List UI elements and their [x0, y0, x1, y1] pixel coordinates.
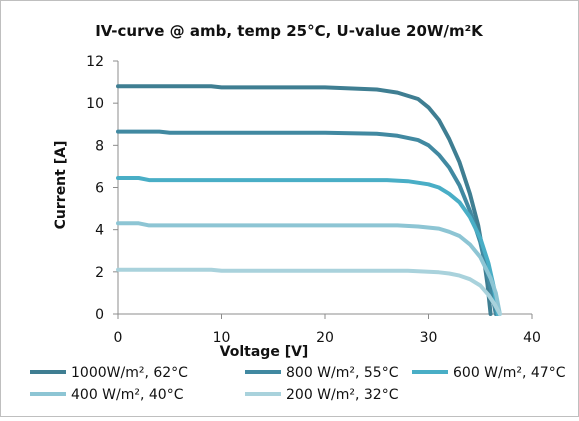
y-tick-label: 10: [86, 96, 104, 112]
series-line-5: [116, 267, 502, 316]
series-line-3: [116, 176, 500, 316]
y-tick-label: 0: [95, 307, 104, 323]
x-tick-label: 10: [213, 330, 231, 346]
y-tick-label: 8: [95, 138, 104, 154]
x-tick-label: 40: [523, 330, 541, 346]
y-tick-label: 12: [86, 54, 104, 70]
legend-label-1: 1000W/m², 62°C: [71, 365, 188, 381]
y-axis-label: Current [A]: [53, 141, 69, 230]
x-tick-label: 20: [316, 330, 334, 346]
x-tick-label: 30: [420, 330, 438, 346]
y-tick-label: 4: [95, 223, 104, 239]
series-line-1: [116, 84, 493, 316]
legend-label-3: 600 W/m², 47°C: [453, 365, 566, 381]
chart-title: IV-curve @ amb, temp 25°C, U-value 20W/m…: [95, 22, 484, 40]
x-tick-label: 0: [114, 330, 123, 346]
series-layer: [116, 84, 502, 316]
y-tick-label: 6: [95, 181, 104, 197]
legend-label-4: 400 W/m², 40°C: [71, 387, 184, 403]
series-line-4: [116, 221, 502, 316]
y-tick-label: 2: [95, 265, 104, 281]
legend-label-2: 800 W/m², 55°C: [286, 365, 399, 381]
legend: 1000W/m², 62°C 800 W/m², 55°C 600 W/m², 47…: [30, 365, 566, 403]
legend-label-5: 200 W/m², 32°C: [286, 387, 399, 403]
x-axis-label: Voltage [V]: [220, 344, 309, 360]
axes: 0 2 4 6 8 10 12 0 10 20 30 40: [86, 54, 541, 346]
